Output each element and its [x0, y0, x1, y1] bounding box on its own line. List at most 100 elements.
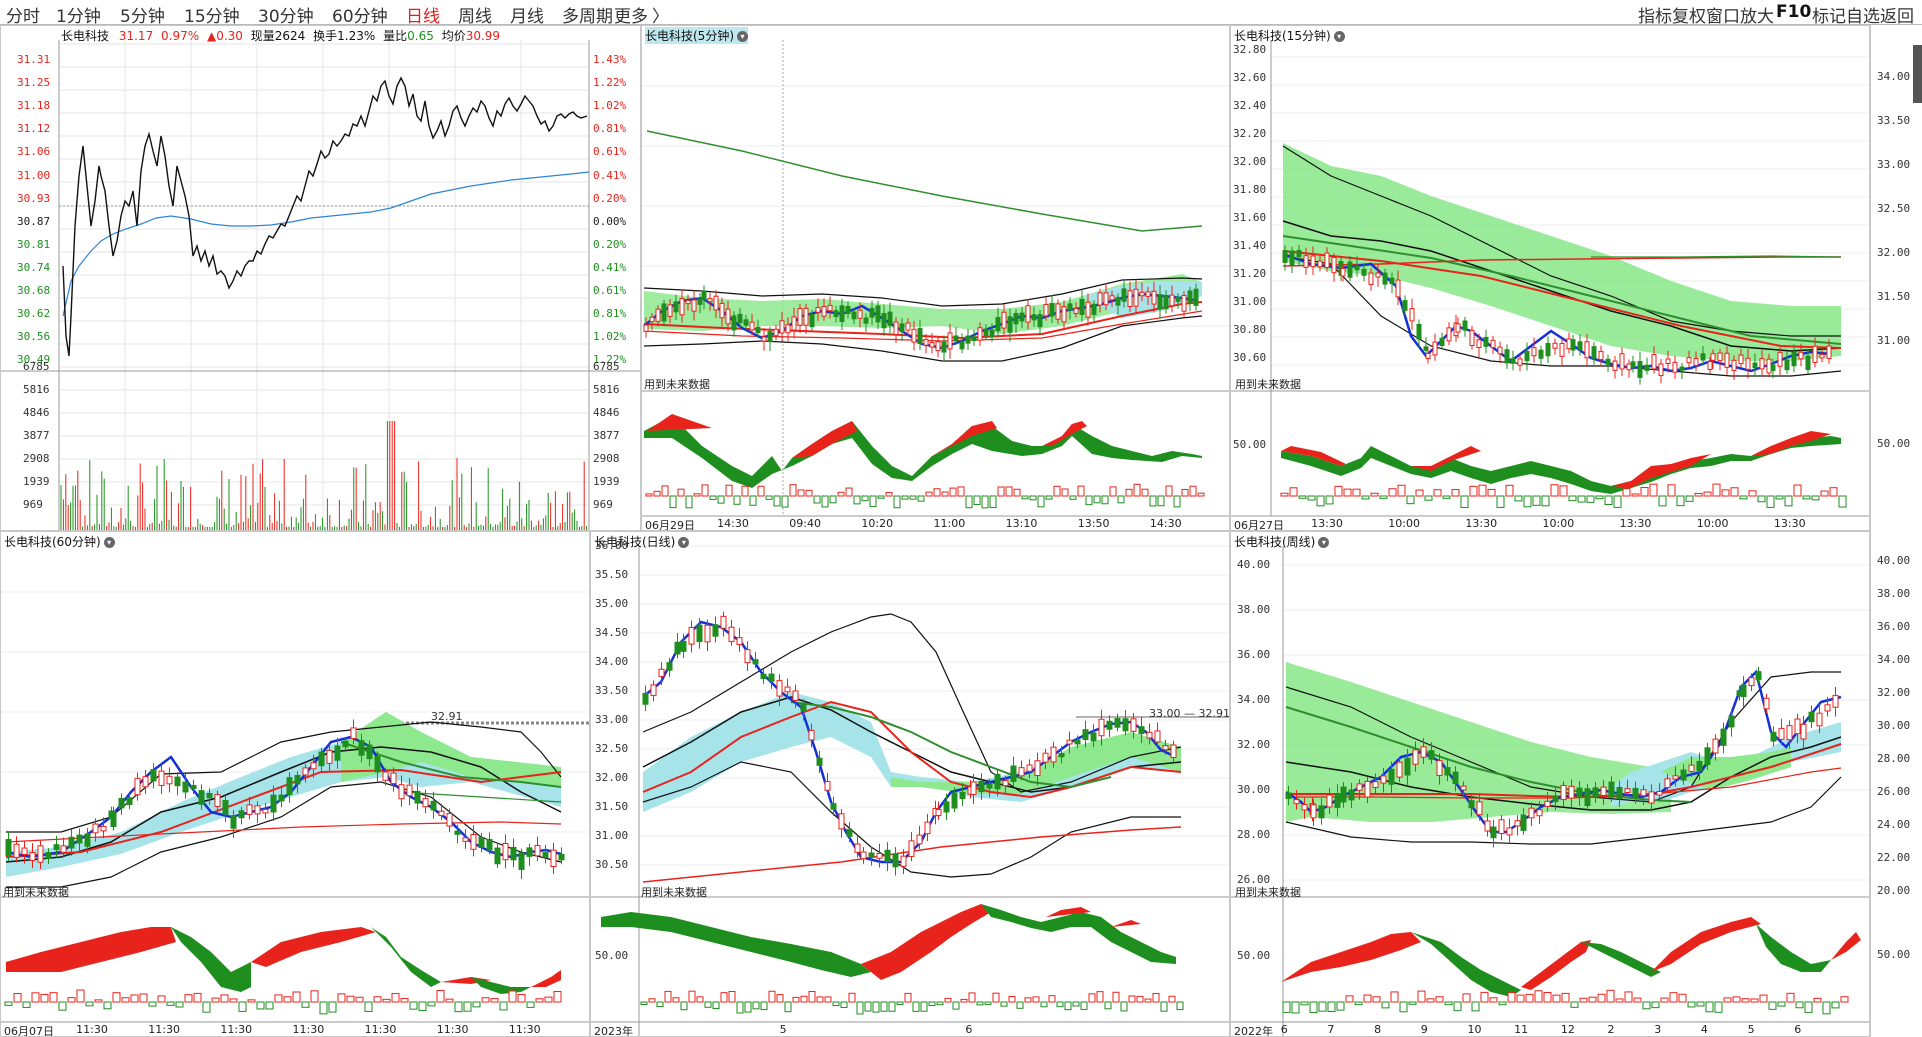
- chart-daily-title: 长电科技(日线) ▾: [594, 533, 690, 550]
- candle: [1002, 780, 1009, 787]
- sub-bar: [1282, 1001, 1291, 1013]
- period-toolbar: 分时 1分钟 5分钟 15分钟 30分钟 60分钟 日线 周线 月线 多周期 更…: [0, 0, 1922, 27]
- sub-bar: [238, 1001, 247, 1012]
- sub-bars: [640, 990, 1184, 1015]
- chart-weekly[interactable]: 长电科技(周线) ▾ 40.00 38.00 36.00 34.00 32.00 30.00…: [1230, 531, 1870, 1037]
- future-data-note: 用到未来数据: [3, 886, 69, 899]
- sub-bar: [917, 495, 925, 502]
- dropdown-icon[interactable]: ▾: [678, 537, 690, 548]
- price-tick: 31.25: [17, 76, 51, 90]
- sub-bar: [1325, 495, 1334, 505]
- indicator-button[interactable]: 指标: [1638, 7, 1672, 27]
- sub-bar: [1000, 1001, 1008, 1007]
- candle: [1382, 272, 1388, 285]
- dropdown-icon[interactable]: ▾: [737, 31, 748, 42]
- sub-bar: [1561, 992, 1570, 1003]
- candle: [1510, 358, 1516, 364]
- candle: [784, 686, 791, 693]
- f10-button[interactable]: F10: [1776, 2, 1812, 22]
- tab-monthly[interactable]: 月线: [510, 7, 544, 27]
- candle: [755, 326, 761, 334]
- sub-bar: [1045, 495, 1053, 500]
- sub-bar: [229, 998, 238, 1003]
- candle: [965, 335, 971, 344]
- tab-30min[interactable]: 30分钟: [258, 7, 314, 27]
- time-label: 13:30: [1311, 517, 1343, 530]
- sub-bar: [211, 997, 220, 1003]
- mark-button[interactable]: 标记: [1812, 7, 1846, 27]
- candle: [673, 301, 679, 313]
- sub-bar: [1388, 488, 1397, 497]
- tab-5min[interactable]: 5分钟: [120, 7, 165, 27]
- sub-bar: [1085, 495, 1093, 506]
- candle: [767, 331, 773, 343]
- zoom-button[interactable]: 放大: [1740, 7, 1774, 27]
- time-label: 2022年: [1234, 1025, 1273, 1037]
- dropdown-icon[interactable]: ▾: [1333, 31, 1345, 42]
- candle: [1037, 314, 1043, 328]
- candle: [1436, 760, 1443, 776]
- sub-bar: [1120, 1001, 1128, 1012]
- sub-bar: [733, 495, 741, 505]
- sub-bar: [1498, 1001, 1507, 1006]
- chart-daily[interactable]: 长电科技(日线) ▾ 36.00 35.50 35.00 34.50 34.00 33.50…: [590, 531, 1230, 1037]
- chart-5min[interactable]: 长电科技(5分钟) ▾ 用到未来数据 06月29日 14:30 09:40 10:20 1…: [641, 25, 1230, 531]
- scrollbar-thumb[interactable]: [1913, 45, 1922, 103]
- tab-15min[interactable]: 15分钟: [184, 7, 240, 27]
- candle: [1396, 761, 1403, 778]
- time-label: 13:30: [1773, 517, 1806, 530]
- tab-60min[interactable]: 60分钟: [332, 7, 388, 27]
- sub-bar: [1777, 1001, 1786, 1007]
- sub-bar: [1793, 484, 1802, 497]
- price-tick: 30.50: [595, 858, 629, 871]
- sub-bar: [1307, 495, 1316, 501]
- tab-intraday[interactable]: 分时: [6, 7, 40, 27]
- price-tick: 22.00: [1877, 851, 1911, 864]
- tab-multi-period[interactable]: 多周期: [562, 7, 613, 27]
- tab-weekly[interactable]: 周线: [458, 7, 492, 27]
- sub-bar: [220, 994, 229, 1003]
- sub-bar: [1352, 488, 1361, 497]
- tab-daily[interactable]: 日线: [406, 7, 440, 27]
- sub-bar: [1013, 488, 1021, 497]
- price-tick: 32.00: [1237, 738, 1271, 751]
- adjust-button[interactable]: 复权: [1672, 7, 1706, 27]
- window-button[interactable]: 窗口: [1706, 7, 1740, 27]
- sub-bar: [1361, 495, 1370, 500]
- sub-bar: [1144, 998, 1152, 1003]
- candle: [1591, 346, 1597, 359]
- sub-bar: [499, 1001, 508, 1011]
- sub-bar: [1072, 1001, 1080, 1007]
- chart-15min[interactable]: 长电科技(15分钟) ▾ 32.80 32.60 32.40 32.20 32.00 31.…: [1230, 25, 1870, 531]
- candles: [642, 611, 1177, 876]
- sub-bar: [1048, 995, 1056, 1003]
- more-arrow-icon[interactable]: 〉: [652, 7, 669, 27]
- sub-bar: [965, 495, 973, 509]
- time-label: 7: [1327, 1023, 1335, 1036]
- dropdown-icon[interactable]: ▾: [1318, 537, 1330, 548]
- sub-bar: [1334, 485, 1343, 497]
- sub-bar: [736, 1001, 744, 1014]
- candle: [827, 304, 833, 312]
- sub-bar: [1032, 996, 1040, 1003]
- candle: [1664, 778, 1671, 788]
- watchlist-button[interactable]: 自选: [1846, 7, 1880, 27]
- candle: [1361, 268, 1367, 276]
- tab-more[interactable]: 更多: [614, 7, 648, 27]
- volume-bars: [60, 421, 588, 530]
- chart-60min[interactable]: 长电科技(60分钟) ▾ 32.91 用到未来数据 06月07日 11:30 11:3…: [0, 531, 590, 1037]
- sub-bar: [856, 1001, 864, 1015]
- sub-bar: [1056, 1001, 1064, 1008]
- candle: [1331, 256, 1337, 274]
- pct-tick: 1.43%: [593, 53, 627, 66]
- sub-bar: [49, 992, 58, 1003]
- candle: [1524, 350, 1530, 362]
- dropdown-icon[interactable]: ▾: [103, 537, 115, 548]
- sub-bar: [184, 994, 193, 1003]
- volume-tick: 6785: [23, 360, 50, 373]
- back-button[interactable]: 返回: [1880, 7, 1914, 27]
- time-label: 11:00: [933, 517, 966, 530]
- tab-1min[interactable]: 1分钟: [56, 7, 101, 27]
- sub-bar: [193, 992, 202, 1003]
- intraday-chart[interactable]: 长电科技 31.17 0.97% ▲0.30 现量2624 换手1.23% 量比…: [0, 25, 641, 531]
